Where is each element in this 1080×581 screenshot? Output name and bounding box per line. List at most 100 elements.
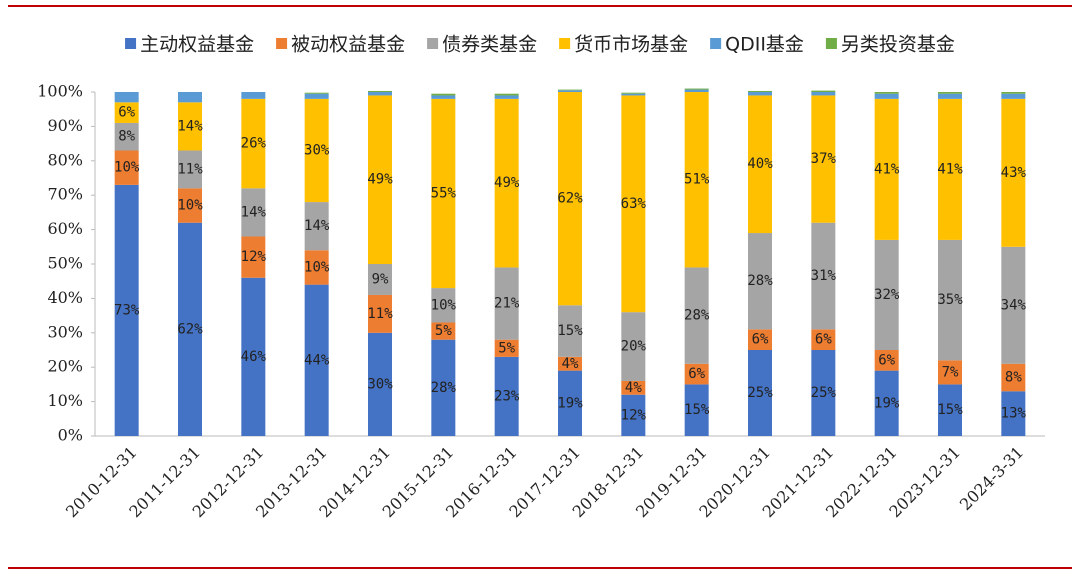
bar-segment (304, 202, 329, 251)
bar-segment (811, 222, 836, 330)
bar-segment (304, 284, 329, 436)
value-label: 49% (494, 175, 520, 191)
bar-segment (684, 384, 709, 436)
legend-label: 主动权益基金 (140, 34, 254, 56)
legend-swatch (559, 38, 571, 49)
bar-segment (304, 93, 329, 99)
value-label: 11% (177, 161, 203, 177)
value-label: 4% (625, 380, 642, 396)
value-label: 30% (367, 376, 393, 392)
bar-segment (558, 356, 582, 371)
value-label: 4% (562, 356, 579, 372)
bar-segment (748, 95, 772, 234)
value-label: 28% (747, 273, 773, 289)
y-tick-label: 10% (47, 391, 83, 410)
bar-segment (558, 89, 582, 91)
value-label: 26% (241, 136, 267, 152)
bar-segment (874, 370, 899, 436)
bar-segment (938, 98, 962, 240)
value-label: 62% (557, 191, 583, 207)
value-label: 10% (431, 297, 457, 313)
value-label: 34% (1001, 297, 1027, 313)
legend-swatch (276, 38, 288, 49)
bar-segment (938, 93, 962, 99)
bar-segment (114, 122, 139, 151)
bar-segment (431, 93, 456, 96)
value-label: 28% (684, 308, 710, 324)
value-label: 14% (304, 218, 330, 234)
value-label: 32% (874, 287, 900, 303)
bar-segment (368, 332, 392, 436)
value-label: 19% (557, 395, 583, 411)
bar-segment (114, 184, 139, 436)
value-label: 5% (498, 340, 515, 356)
bar-segment (431, 95, 456, 99)
bar-segment (178, 150, 202, 189)
legend-label: QDII基金 (725, 34, 804, 56)
legend-swatch (125, 38, 137, 49)
value-label: 41% (874, 161, 900, 177)
value-label: 12% (621, 407, 647, 423)
value-label: 5% (435, 323, 452, 339)
value-label: 12% (241, 249, 267, 265)
bar-segment (494, 356, 519, 436)
value-label: 15% (557, 323, 583, 339)
bar-segment (368, 90, 392, 92)
bar-segment (494, 339, 519, 357)
bar-segment (1001, 363, 1026, 392)
bar-segment (304, 250, 329, 285)
bar-segment (494, 93, 519, 96)
bar-segment (178, 102, 202, 151)
bar-segment (621, 92, 646, 94)
bar-segment (114, 92, 139, 103)
bar-segment (431, 98, 456, 289)
bar-segment (874, 239, 899, 350)
value-label: 44% (304, 352, 330, 368)
bar-segment (558, 370, 582, 436)
bar-segment (938, 360, 962, 385)
value-label: 8% (118, 129, 135, 145)
bar-segment (1001, 246, 1026, 364)
bar-segment (1001, 98, 1026, 247)
bar-segment (874, 98, 899, 240)
bar-segment (748, 329, 772, 350)
value-label: 6% (878, 352, 895, 368)
legend-swatch (427, 38, 439, 49)
bar-segment (938, 239, 962, 361)
value-label: 8% (1005, 370, 1022, 386)
bar-segment (178, 92, 202, 103)
bar-segment (748, 92, 772, 96)
value-label: 62% (177, 321, 203, 337)
bar-segment (748, 90, 772, 92)
bar-segment (684, 92, 709, 268)
value-label: 30% (304, 142, 330, 158)
bar-segment (431, 322, 456, 340)
value-label: 10% (177, 198, 203, 214)
value-label: 13% (1001, 406, 1027, 422)
value-label: 6% (752, 332, 769, 348)
bar-segment (368, 264, 392, 295)
bar-segment (621, 95, 646, 313)
bar-segment (241, 92, 266, 99)
bar-segment (241, 98, 266, 189)
bar-segment (431, 339, 456, 436)
value-label: 7% (942, 364, 959, 380)
bar-segment (874, 350, 899, 371)
y-tick-label: 30% (47, 322, 83, 341)
bar-segment (748, 350, 772, 436)
bar-segment (368, 95, 392, 264)
bar-segment (684, 89, 709, 92)
bar-segment (178, 188, 202, 223)
bar-segment (558, 92, 582, 306)
y-tick-label: 60% (47, 219, 83, 238)
bar-segment (368, 294, 392, 333)
y-tick-label: 20% (47, 357, 83, 376)
bar-segment (114, 150, 139, 185)
bar-segment (368, 92, 392, 96)
bar-segment (304, 98, 329, 203)
bar-segment (811, 90, 836, 92)
y-tick-label: 70% (47, 185, 83, 204)
bar-segment (621, 394, 646, 436)
bar-segment (241, 277, 266, 436)
